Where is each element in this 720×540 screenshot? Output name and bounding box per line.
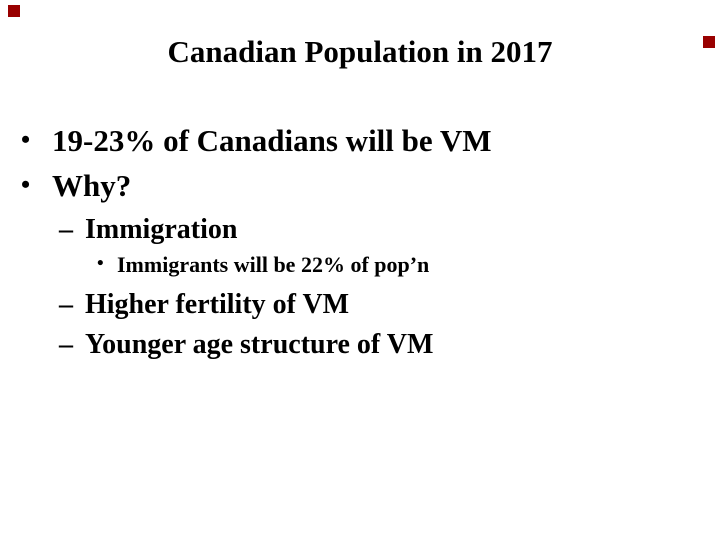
bullet-text: Immigration — [85, 214, 238, 245]
bullet-text: Younger age structure of VM — [85, 329, 434, 360]
bullet-text: Immigrants will be 22% of pop’n — [117, 252, 430, 277]
bullet-marker: • — [97, 253, 104, 274]
bullet-text: 19-23% of Canadians will be VM — [52, 123, 492, 158]
slide-title: Canadian Population in 2017 — [167, 34, 553, 69]
corner-marker-square-right — [703, 36, 715, 48]
bullet-marker: • — [21, 170, 31, 199]
corner-marker-square-top-left — [8, 5, 20, 17]
dash-marker: – — [59, 289, 73, 320]
dash-marker: – — [59, 214, 73, 245]
bullet-marker: • — [21, 125, 31, 154]
dash-marker: – — [59, 329, 73, 360]
bullet-text: Why? — [52, 168, 132, 203]
bullet-text: Higher fertility of VM — [85, 289, 350, 320]
